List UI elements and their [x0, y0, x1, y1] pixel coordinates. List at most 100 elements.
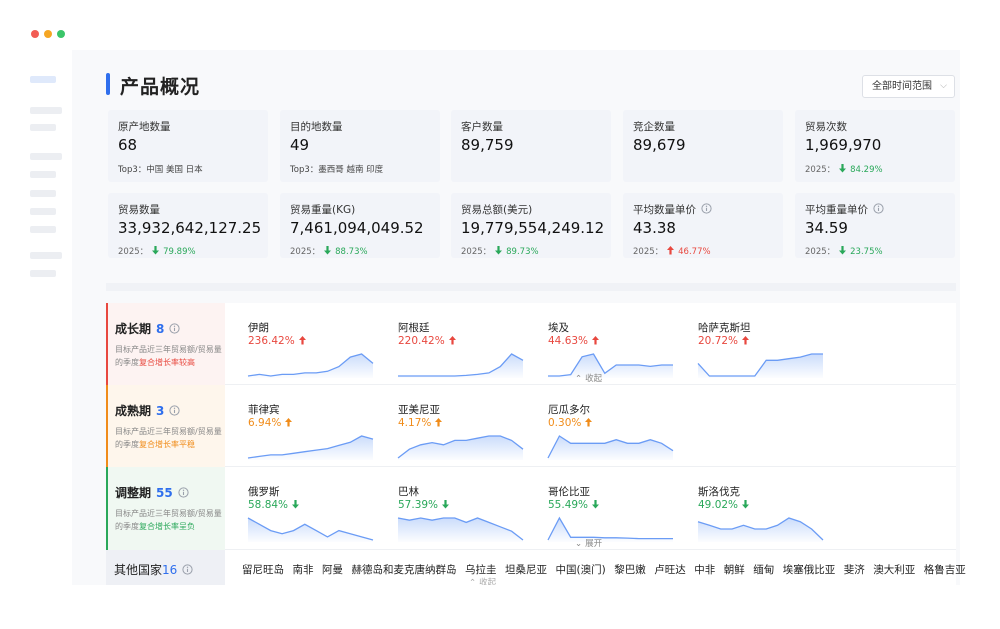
- change-text: 6.94%: [248, 417, 282, 429]
- sparkline-area: [548, 436, 673, 460]
- other-country[interactable]: 格鲁吉亚: [923, 564, 966, 576]
- sidebar-item[interactable]: [30, 252, 62, 259]
- country-name: 厄瓜多尔: [548, 404, 590, 416]
- stage-row: [106, 303, 956, 385]
- sparkline-area: [248, 436, 373, 460]
- country-name: 阿根廷: [398, 322, 430, 334]
- sidebar-item[interactable]: [30, 190, 56, 197]
- country-trend-item[interactable]: 斯洛伐克 49.02%: [697, 484, 826, 544]
- stat-card: 客户数量 89,759: [451, 110, 611, 182]
- stat-card: 贸易次数 1,969,970 2025： 84.29%: [795, 110, 955, 182]
- country-trend-item[interactable]: 巴林 57.39%: [397, 484, 526, 544]
- stat-growth: 2025： 46.77%: [633, 245, 711, 257]
- stage-desc-highlight: 复合增长率较高: [139, 358, 195, 367]
- sidebar-item[interactable]: [30, 270, 56, 277]
- arrow-up: [667, 246, 675, 255]
- title-accent: [106, 73, 110, 95]
- sparkline: [547, 435, 674, 460]
- toggle-label: 收起: [585, 374, 603, 384]
- country-trend-item[interactable]: 阿根廷 220.42%: [398, 320, 526, 380]
- sparkline-line: [247, 517, 374, 541]
- arrow-down: [592, 500, 600, 509]
- arrow-shape: [292, 500, 300, 509]
- sparkline-area: [698, 354, 823, 378]
- info-ring: [873, 203, 884, 214]
- stat-label-text: 原产地数量: [118, 121, 171, 133]
- window-close[interactable]: [31, 30, 39, 38]
- sidebar-item[interactable]: [30, 76, 56, 83]
- country-change: 6.94%: [248, 417, 296, 429]
- country-trend-item[interactable]: 菲律宾 6.94%: [247, 402, 376, 462]
- other-country[interactable]: 缅甸: [753, 564, 775, 576]
- sidebar-item[interactable]: [30, 171, 56, 178]
- stat-value: 19,779,554,249.12: [461, 219, 605, 237]
- arrow-shape: [285, 418, 293, 427]
- country-trend-item[interactable]: 亚美尼亚 4.17%: [397, 402, 526, 462]
- other-country[interactable]: 赫德岛和麦克唐纳群岛: [351, 564, 457, 576]
- sidebar-item[interactable]: [30, 226, 56, 233]
- stat-value: 34.59: [805, 219, 848, 237]
- stat-label-text: 贸易次数: [805, 121, 847, 133]
- country-trend-item[interactable]: 哥伦比亚 55.49%: [547, 484, 676, 544]
- arrow-up: [742, 336, 750, 345]
- stage-row: [106, 467, 956, 550]
- stat-card: 贸易数量 33,932,642,127.25 2025： 79.89%: [108, 193, 268, 258]
- stat-label: 贸易数量: [118, 202, 160, 217]
- other-country[interactable]: 南非: [292, 564, 314, 576]
- stat-value: 43.38: [633, 219, 676, 237]
- window-minimize[interactable]: [44, 30, 52, 38]
- stage-desc: 目标产品近三年贸易额/贸易量的季度复合增长率较高: [115, 343, 225, 369]
- other-country[interactable]: 中国(澳门): [555, 564, 606, 576]
- other-country[interactable]: 埃塞俄比亚: [782, 564, 836, 576]
- growth-year: 2025：: [633, 247, 664, 257]
- country-trend-item[interactable]: 厄瓜多尔 0.30%: [547, 402, 676, 462]
- time-range-dropdown[interactable]: 全部时间范围 ⌵: [862, 75, 955, 98]
- sidebar-item[interactable]: [30, 208, 56, 215]
- arrow-shape: [742, 500, 750, 509]
- growth-change: 89.73%: [506, 247, 539, 257]
- country-trend-item[interactable]: 埃及 44.63%: [548, 320, 676, 380]
- stage-name: 成熟期 3: [115, 402, 180, 419]
- stage-count: 55: [156, 486, 173, 500]
- info-icon: [182, 564, 193, 575]
- stat-card: 竞企数量 89,679: [623, 110, 783, 182]
- country-change: 20.72%: [698, 335, 753, 347]
- country-change: 44.63%: [548, 335, 603, 347]
- stage-name: 成长期 8: [115, 320, 180, 337]
- toggle-button[interactable]: ⌄ 展开: [575, 537, 602, 549]
- sparkline-area: [548, 354, 673, 378]
- other-country[interactable]: 中非: [694, 564, 716, 576]
- arrow-down: [839, 246, 847, 255]
- sidebar-item[interactable]: [30, 124, 56, 131]
- info-dot: [705, 205, 708, 207]
- arrow-shape: [742, 336, 750, 345]
- section-divider: [106, 283, 956, 291]
- others-count: 16: [162, 563, 178, 577]
- other-country[interactable]: 黎巴嫩: [614, 564, 646, 576]
- other-country[interactable]: 卢旺达: [654, 564, 686, 576]
- country-trend-item[interactable]: 俄罗斯 58.84%: [247, 484, 376, 544]
- stat-card: 平均数量单价 43.38 2025： 46.77%: [623, 193, 783, 258]
- country-trend-item[interactable]: 伊朗 236.42%: [247, 320, 376, 380]
- stat-growth: 2025： 88.73%: [290, 245, 368, 257]
- other-country[interactable]: 坦桑尼亚: [505, 564, 547, 576]
- country-trend-item[interactable]: 哈萨克斯坦 20.72%: [697, 320, 826, 380]
- sidebar-item[interactable]: [30, 153, 62, 160]
- other-country[interactable]: 斐济: [843, 564, 865, 576]
- stat-value: 49: [290, 136, 310, 154]
- other-country[interactable]: 留尼旺岛: [242, 564, 284, 576]
- arrow-shape: [495, 246, 503, 255]
- sidebar-item[interactable]: [30, 107, 62, 114]
- other-country[interactable]: 澳大利亚: [873, 564, 916, 576]
- growth-year: 2025：: [805, 165, 836, 175]
- time-range-label: 全部时间范围: [872, 81, 932, 92]
- other-country[interactable]: 阿曼: [322, 564, 343, 576]
- other-country[interactable]: 乌拉圭: [465, 564, 497, 576]
- stage-name-text: 成长期: [115, 322, 152, 336]
- window-zoom[interactable]: [57, 30, 65, 38]
- toggle-button[interactable]: ⌃ 收起: [469, 576, 496, 588]
- country-name: 斯洛伐克: [698, 486, 740, 498]
- other-country[interactable]: 朝鲜: [723, 564, 745, 576]
- toggle-button[interactable]: ⌃ 收起: [575, 372, 602, 384]
- change-text: 49.02%: [698, 499, 739, 511]
